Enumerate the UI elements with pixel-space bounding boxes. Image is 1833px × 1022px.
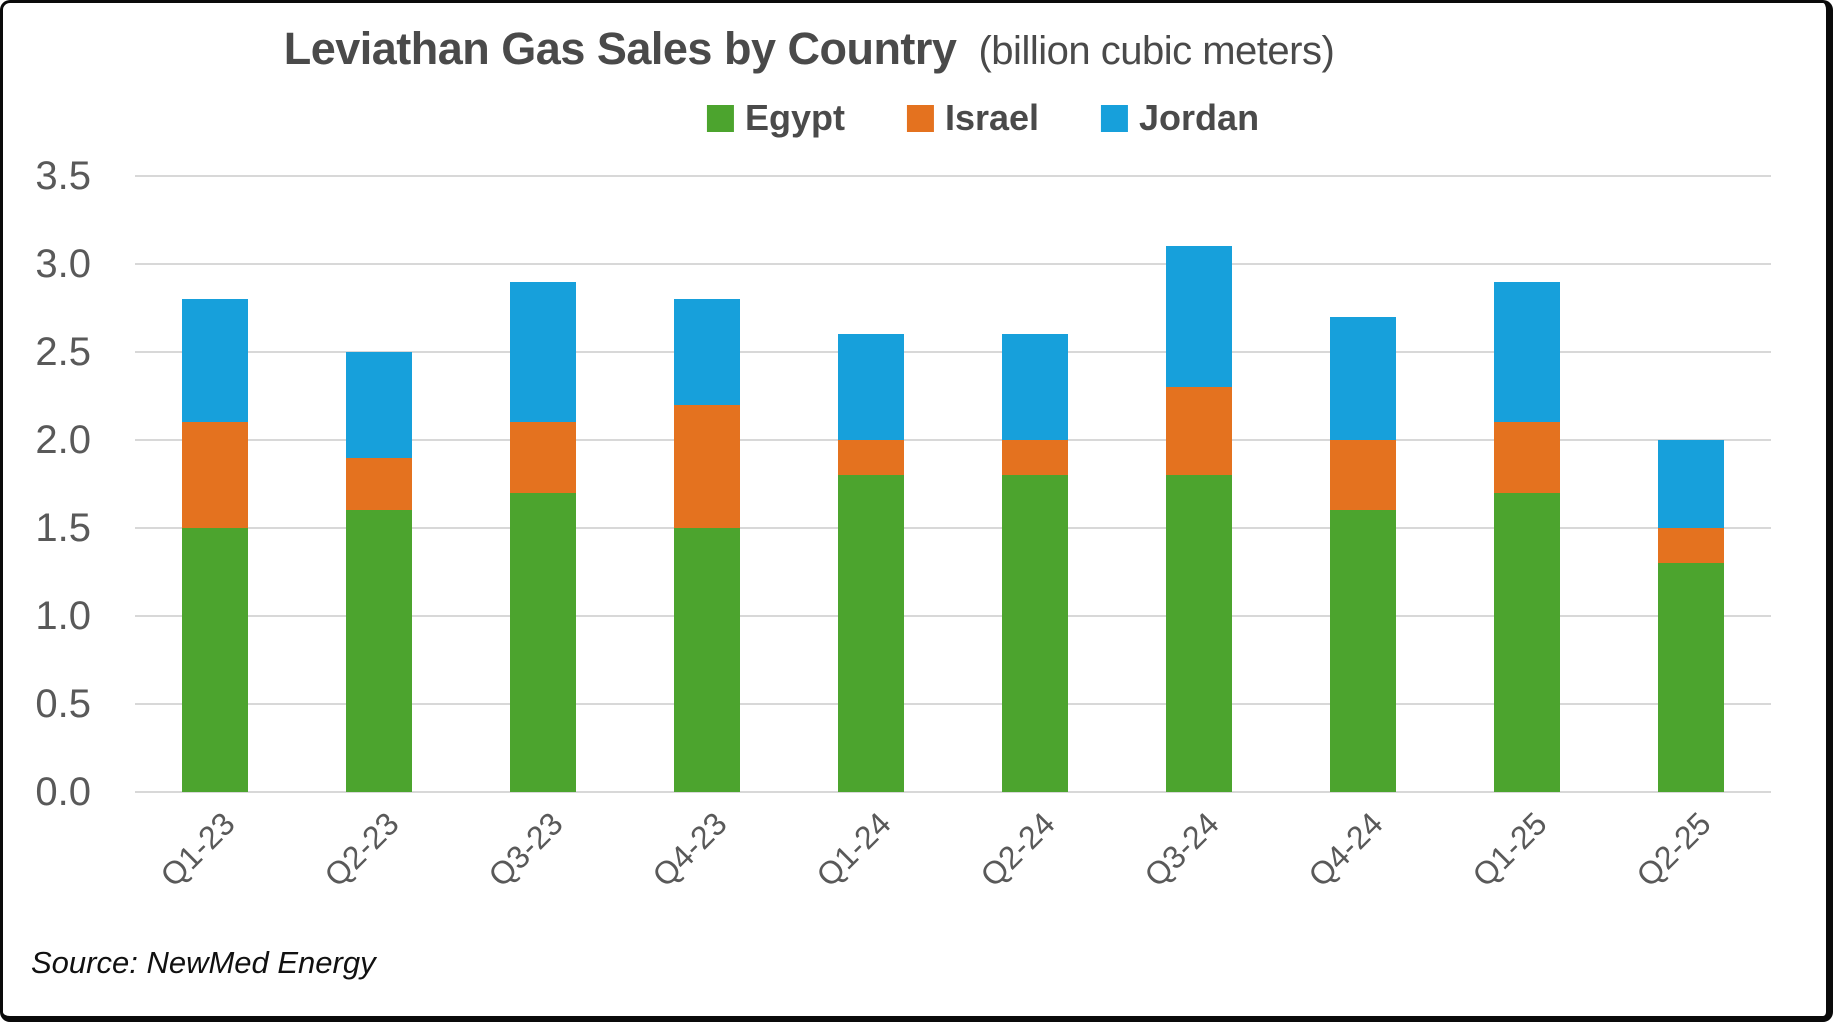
bar-segment-israel — [1494, 422, 1560, 493]
x-tick-label: Q4-23 — [645, 805, 734, 894]
bar-segment-jordan — [182, 299, 248, 423]
bar-segment-egypt — [838, 475, 904, 792]
legend-item-jordan: Jordan — [1101, 97, 1259, 139]
bar-segment-jordan — [346, 352, 412, 458]
gridline-2.5 — [135, 351, 1771, 353]
legend-label: Jordan — [1139, 97, 1260, 138]
x-tick-label: Q2-25 — [1629, 805, 1718, 894]
x-tick-label: Q1-24 — [809, 805, 898, 894]
y-tick-label: 0.5 — [35, 682, 91, 726]
legend-label: Israel — [944, 97, 1040, 138]
bar-q4-24 — [1330, 176, 1396, 792]
bar-segment-jordan — [510, 281, 576, 423]
bar-segment-jordan — [674, 299, 740, 405]
gridline-3.5 — [135, 175, 1771, 177]
gridline-1.5 — [135, 527, 1771, 529]
bar-q1-24 — [838, 176, 904, 792]
bar-q3-24 — [1166, 176, 1232, 792]
x-tick-label: Q2-23 — [317, 805, 406, 894]
bar-q1-23 — [182, 176, 248, 792]
bar-segment-israel — [510, 422, 576, 493]
gridline-0.5 — [135, 703, 1771, 705]
gridline-0.0 — [135, 791, 1771, 793]
bar-segment-egypt — [1002, 475, 1068, 792]
bar-segment-jordan — [838, 334, 904, 440]
legend-item-egypt: Egypt — [706, 97, 845, 139]
x-tick-label: Q4-24 — [1301, 805, 1390, 894]
gridline-2.0 — [135, 439, 1771, 441]
bar-segment-jordan — [1658, 440, 1724, 528]
x-tick-label: Q3-23 — [481, 805, 570, 894]
bar-segment-jordan — [1166, 246, 1232, 388]
legend-label: Egypt — [744, 97, 845, 138]
y-tick-label: 1.5 — [35, 506, 91, 550]
bar-segment-jordan — [1494, 281, 1560, 423]
bar-segment-egypt — [346, 510, 412, 792]
bar-q4-23 — [674, 176, 740, 792]
chart-title: Leviathan Gas Sales by Country (billion … — [284, 23, 1335, 75]
y-tick-label: 3.5 — [35, 154, 91, 198]
source-note: Source: NewMed Energy — [31, 945, 376, 980]
bar-segment-israel — [182, 422, 248, 528]
plot-area — [135, 175, 1771, 793]
legend-item-israel: Israel — [906, 97, 1040, 139]
bar-segment-israel — [1658, 528, 1724, 564]
chart-title-main: Leviathan Gas Sales by Country — [283, 23, 957, 74]
bar-q2-23 — [346, 176, 412, 792]
y-tick-label: 0.0 — [35, 770, 91, 814]
bar-segment-jordan — [1330, 316, 1396, 440]
y-tick-label: 2.0 — [35, 418, 91, 462]
legend-swatch-icon — [906, 104, 934, 132]
bar-segment-egypt — [1494, 492, 1560, 792]
bar-segment-israel — [838, 440, 904, 476]
bar-segment-jordan — [1002, 334, 1068, 440]
bar-segment-egypt — [510, 492, 576, 792]
bar-q2-24 — [1002, 176, 1068, 792]
bar-q3-23 — [510, 176, 576, 792]
bar-segment-israel — [346, 457, 412, 511]
legend: Egypt Israel Jordan — [706, 97, 1259, 139]
bar-q2-25 — [1658, 176, 1724, 792]
bar-segment-israel — [1330, 440, 1396, 511]
y-tick-label: 2.5 — [35, 330, 91, 374]
bar-segment-israel — [1166, 387, 1232, 476]
y-tick-label: 1.0 — [35, 594, 91, 638]
bar-q1-25 — [1494, 176, 1560, 792]
x-tick-label: Q3-24 — [1137, 805, 1226, 894]
legend-swatch-icon — [706, 104, 734, 132]
bar-segment-egypt — [1330, 510, 1396, 792]
x-tick-label: Q1-25 — [1465, 805, 1554, 894]
legend-swatch-icon — [1101, 104, 1129, 132]
gridline-1.0 — [135, 615, 1771, 617]
bar-segment-israel — [1002, 440, 1068, 476]
bar-segment-egypt — [1658, 563, 1724, 792]
x-tick-label: Q1-23 — [153, 805, 242, 894]
bar-segment-egypt — [1166, 475, 1232, 792]
y-tick-label: 3.0 — [35, 242, 91, 286]
bar-segment-israel — [674, 404, 740, 528]
x-tick-label: Q2-24 — [973, 805, 1062, 894]
bar-segment-egypt — [674, 528, 740, 792]
chart-title-unit: (billion cubic meters) — [978, 29, 1335, 73]
bar-segment-egypt — [182, 528, 248, 792]
gridline-3.0 — [135, 263, 1771, 265]
